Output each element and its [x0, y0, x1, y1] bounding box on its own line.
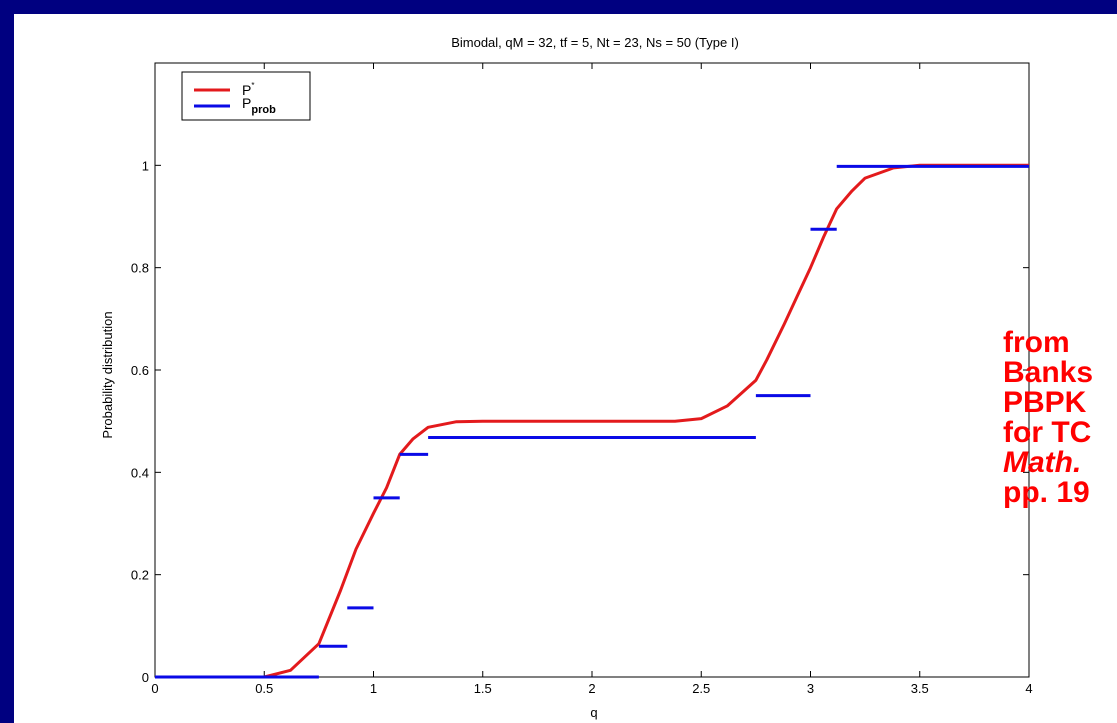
citation-line-1: from [1003, 328, 1070, 359]
x-tick-label: 4 [1025, 681, 1032, 696]
citation-line-4: for TC [1003, 416, 1092, 449]
x-tick-label: 3.5 [911, 681, 929, 696]
x-tick-label: 0 [151, 681, 158, 696]
citation-line-2: Banks [1003, 356, 1094, 389]
citation-line-3: PBPK [1003, 386, 1087, 419]
y-tick-label: 0 [142, 670, 149, 685]
plot-frame [154, 62, 1030, 678]
plot-axes [154, 62, 1030, 678]
citation-note: from Banks PBPK for TC Math. pp. 19 [1003, 328, 1117, 658]
citation-line-6: pp. 19 [1003, 476, 1090, 509]
chart-title: Bimodal, qM = 32, tf = 5, Nt = 23, Ns = … [451, 35, 739, 50]
y-axis-label: Probability distribution [100, 311, 115, 438]
x-tick-label: 2 [588, 681, 595, 696]
series-layer [155, 163, 1029, 679]
x-tick-label: 2.5 [692, 681, 710, 696]
y-tick-label: 0.6 [131, 363, 149, 378]
y-tick-label: 0.2 [131, 568, 149, 583]
citation-line-5: Math. [1003, 446, 1082, 479]
x-tick-label: 3 [807, 681, 814, 696]
legend: P* Pprob [181, 71, 311, 121]
legend-label-p-prob: Pprob [242, 95, 276, 116]
series-p-star-line [155, 163, 1029, 679]
y-tick-label: 1 [142, 158, 149, 173]
x-tick-label: 1 [370, 681, 377, 696]
legend-label-p-star: P* [242, 81, 254, 98]
y-tick-label: 0.4 [131, 465, 149, 480]
legend-box [181, 71, 311, 121]
y-tick-label: 0.8 [131, 261, 149, 276]
x-tick-label: 0.5 [255, 681, 273, 696]
x-tick-label: 1.5 [474, 681, 492, 696]
x-axis-label: q [590, 705, 597, 720]
axis-ticks: 0 0.5 1 1.5 2 2.5 3 3.5 4 0 0.2 0.4 0.6 0.8 1 [131, 63, 1033, 696]
